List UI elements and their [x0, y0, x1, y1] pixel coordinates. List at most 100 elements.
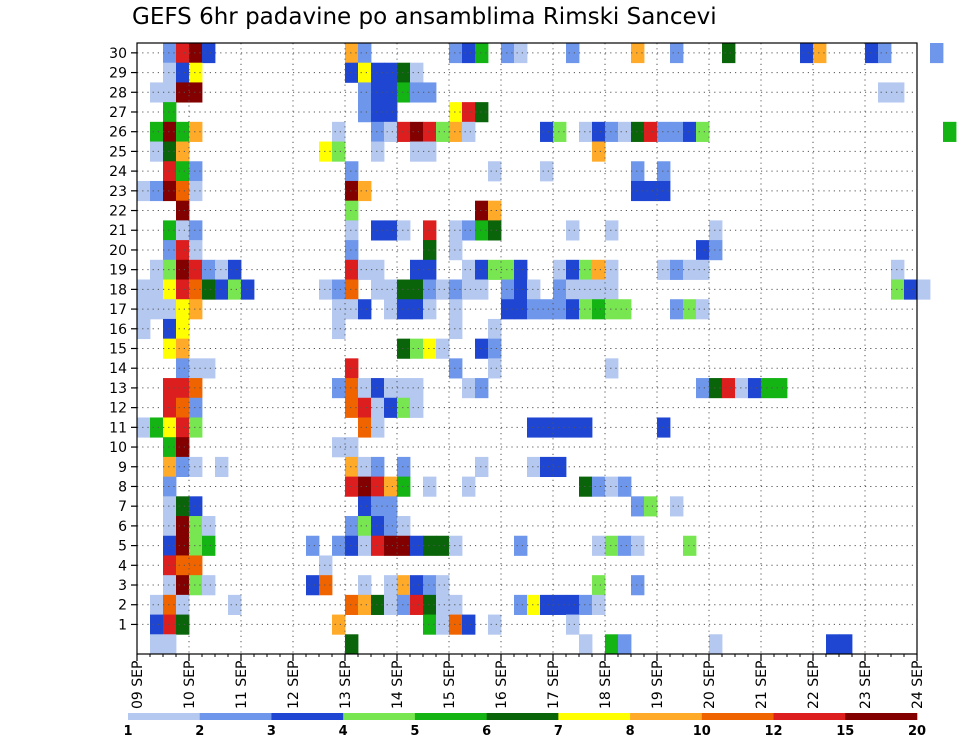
heatmap-cell: [592, 299, 606, 320]
heatmap-cell: [423, 82, 437, 103]
x-tick-label: 22 SEP: [806, 661, 822, 709]
heatmap-cell: [423, 121, 437, 142]
heatmap-cell: [631, 43, 645, 64]
heatmap-cell: [332, 121, 346, 142]
heatmap-cell: [605, 634, 619, 655]
heatmap-cell: [449, 318, 463, 340]
colorbar-label: 12: [765, 724, 783, 739]
heatmap-cell: [371, 594, 385, 615]
heatmap-cell: [137, 180, 151, 202]
y-axis-labels: 1234567891011121314151617181920212223242…: [109, 46, 127, 634]
heatmap-cell: [722, 378, 736, 399]
heatmap-cell: [527, 456, 541, 478]
heatmap-cell: [189, 259, 203, 280]
y-tick-label: 5: [118, 539, 127, 555]
heatmap-cell: [345, 456, 359, 478]
heatmap-cell: [592, 575, 606, 596]
x-tick-label: 16 SEP: [494, 661, 510, 709]
heatmap-cell: [189, 240, 203, 261]
heatmap-cell: [579, 299, 593, 320]
heatmap-cell: [384, 476, 398, 497]
heatmap-cell: [189, 299, 203, 320]
heatmap-cell: [605, 220, 619, 241]
heatmap-cell: [137, 318, 151, 340]
heatmap-cell: [150, 299, 164, 320]
heatmap-cell: [436, 338, 450, 359]
heatmap-cell: [189, 555, 203, 576]
heatmap-cell: [332, 614, 346, 635]
heatmap-cell: [553, 279, 567, 300]
y-tick-label: 1: [118, 617, 127, 633]
colorbar-swatch: [271, 713, 344, 720]
heatmap-cell: [176, 456, 190, 478]
colorbar-swatch: [199, 713, 272, 720]
heatmap-cell: [631, 535, 645, 556]
heatmap-cell: [345, 299, 359, 320]
heatmap-cell: [475, 456, 489, 478]
heatmap-cell: [462, 614, 476, 635]
heatmap-cell: [163, 456, 177, 478]
heatmap-cell: [462, 279, 476, 300]
x-tick-label: 14 SEP: [390, 661, 406, 709]
y-tick-label: 4: [118, 558, 127, 574]
heatmap-cell: [163, 141, 177, 162]
y-tick-label: 3: [118, 578, 127, 594]
heatmap-cell: [371, 496, 385, 517]
heatmap-cell: [475, 43, 489, 64]
heatmap-cell: [228, 594, 242, 615]
heatmap-cell: [579, 476, 593, 497]
heatmap-cell: [358, 102, 372, 123]
heatmap-cell: [150, 121, 164, 142]
heatmap-cell: [384, 82, 398, 103]
heatmap-cell: [735, 378, 749, 399]
heatmap-cell: [514, 259, 528, 280]
heatmap-cell: [176, 161, 190, 182]
heatmap-cell: [631, 496, 645, 517]
heatmap-cell: [722, 43, 736, 64]
heatmap-cell: [800, 43, 814, 64]
heatmap-cell: [384, 575, 398, 596]
heatmap-cell: [501, 279, 515, 300]
heatmap-cell: [397, 516, 411, 537]
heatmap-cell: [241, 279, 255, 300]
heatmap-cell: [345, 220, 359, 241]
heatmap-cell: [592, 476, 606, 497]
heatmap-cell: [176, 378, 190, 399]
heatmap-cell: [618, 299, 632, 320]
heatmap-cell: [202, 516, 216, 537]
heatmap-cell: [410, 338, 424, 359]
heatmap-cell: [670, 299, 684, 320]
heatmap-cell: [397, 397, 411, 418]
heatmap-cell: [345, 634, 359, 655]
heatmap-cell: [410, 62, 424, 83]
colorbar-label: 5: [410, 724, 419, 739]
y-tick-label: 15: [109, 342, 127, 358]
heatmap-cell: [176, 180, 190, 202]
colorbar-swatch: [414, 713, 487, 720]
heatmap-cell: [657, 259, 671, 280]
heatmap-cell: [176, 82, 190, 103]
axis-ticks: [131, 52, 918, 661]
heatmap-cell: [397, 279, 411, 300]
heatmap-cell: [943, 121, 957, 142]
heatmap-cell: [228, 279, 242, 300]
heatmap-cell: [215, 259, 229, 280]
y-tick-label: 23: [109, 184, 127, 200]
heatmap-cell: [605, 121, 619, 142]
heatmap-cell: [397, 62, 411, 83]
heatmap-cell: [228, 259, 242, 280]
heatmap-cell: [475, 338, 489, 359]
heatmap-cell: [371, 535, 385, 556]
heatmap-cell: [202, 575, 216, 596]
heatmap-cell: [696, 259, 710, 280]
heatmap-cell: [163, 378, 177, 399]
heatmap-cell: [709, 634, 723, 655]
heatmap-cell: [163, 496, 177, 517]
heatmap-cell: [202, 279, 216, 300]
heatmap-cell: [436, 594, 450, 615]
heatmap-cell: [163, 338, 177, 359]
heatmap-cell: [540, 417, 554, 438]
y-tick-label: 13: [109, 381, 127, 397]
heatmap-cell: [137, 279, 151, 300]
heatmap-cell: [397, 299, 411, 320]
